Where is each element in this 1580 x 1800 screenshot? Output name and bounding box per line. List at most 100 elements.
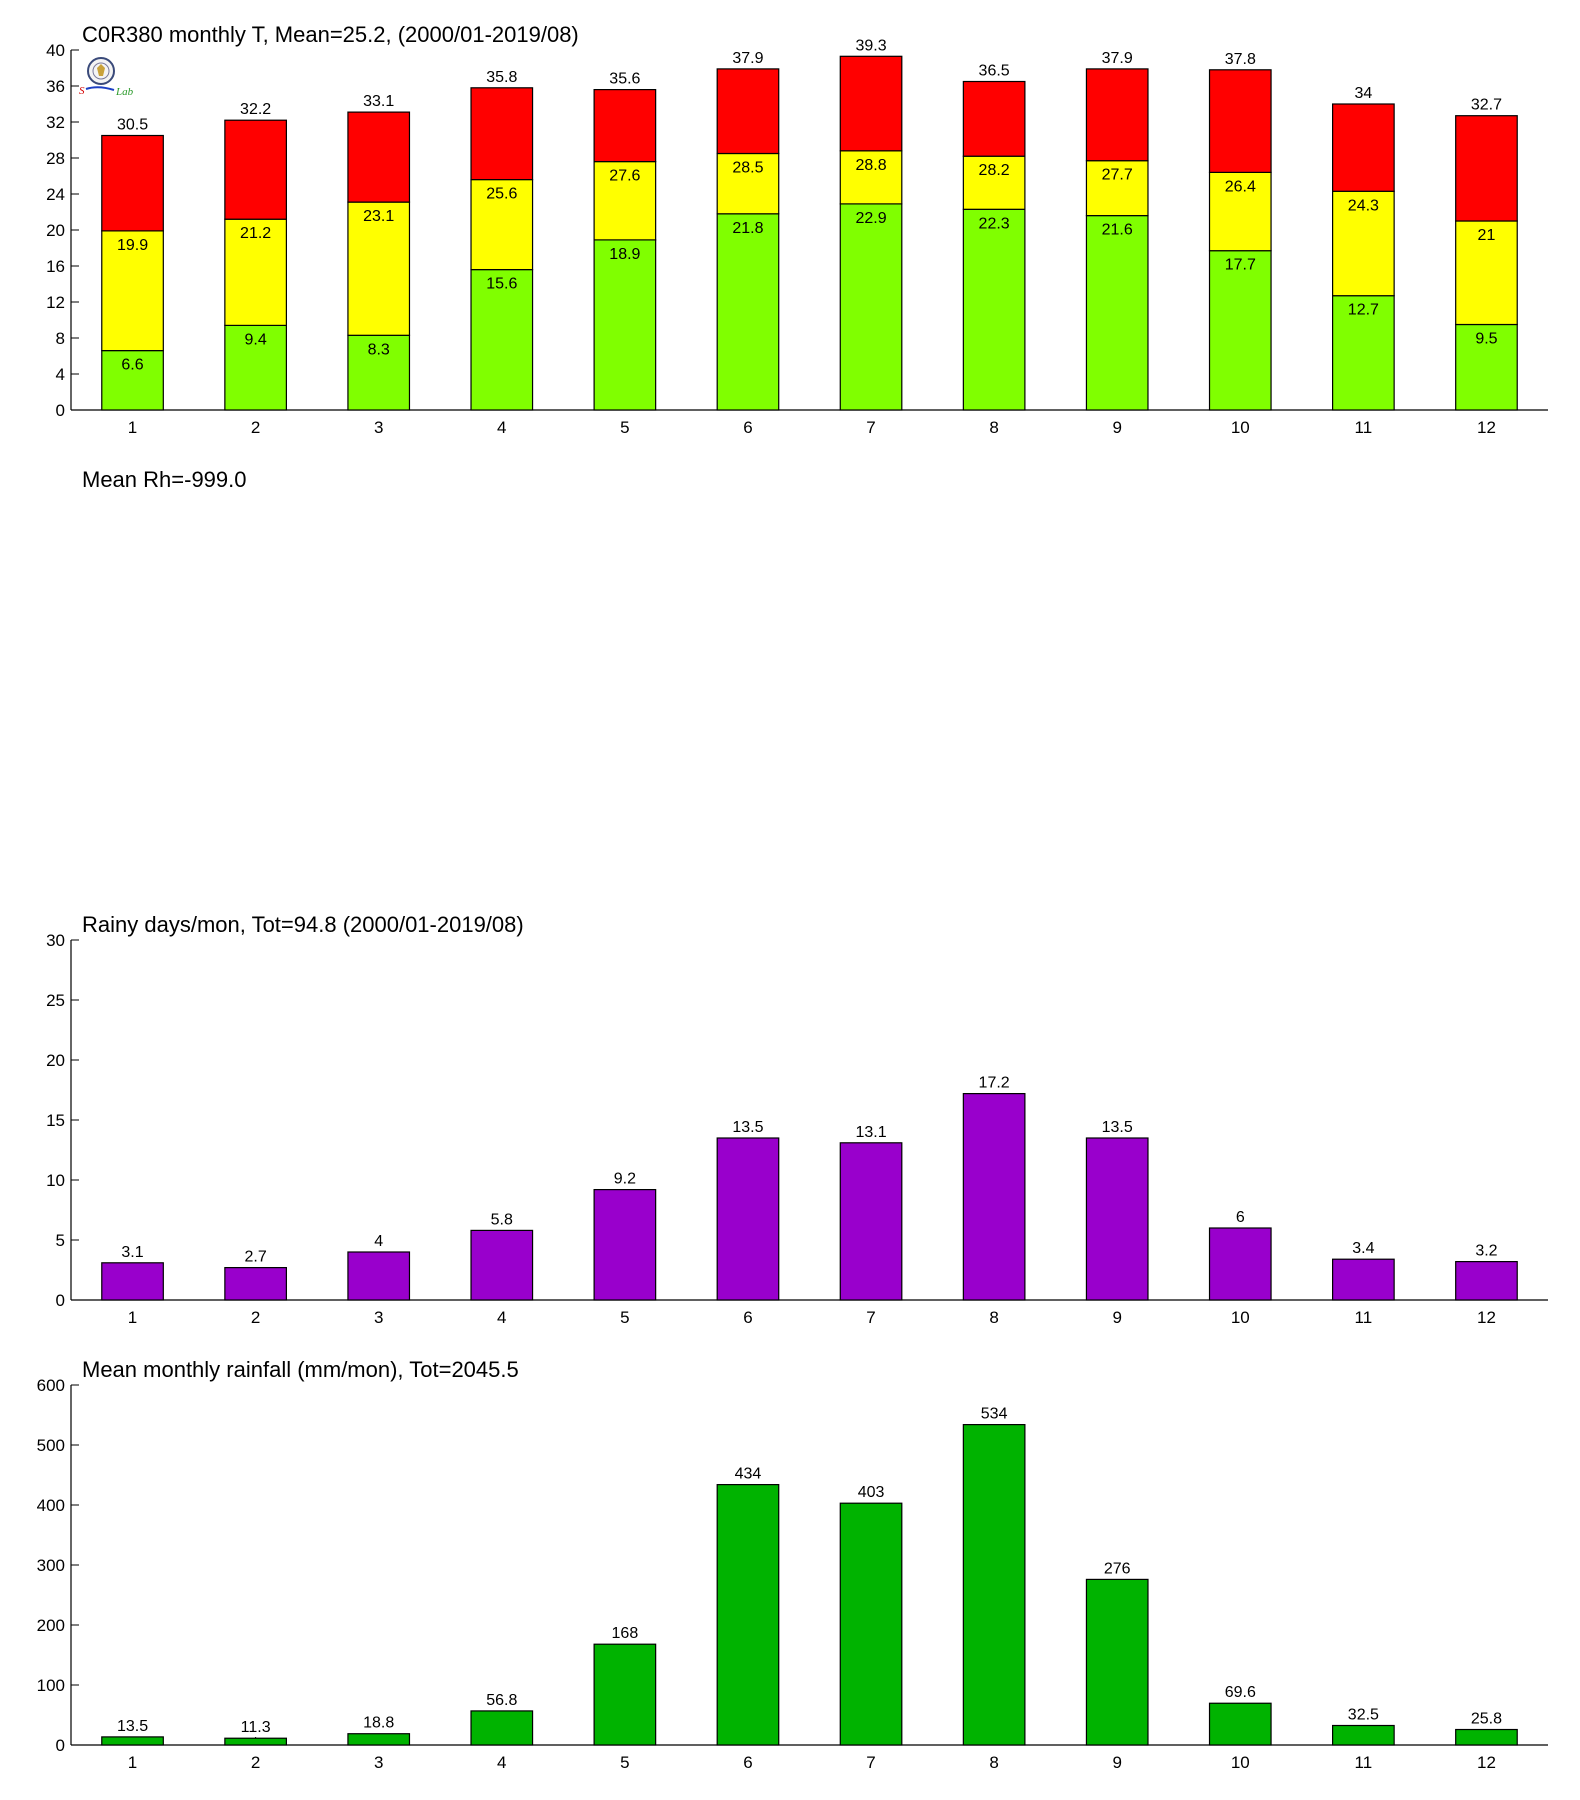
rainy_days-x-tick-label: 1 xyxy=(128,1308,137,1327)
rainfall-bar xyxy=(839,1502,903,1746)
rainy_days-y-tick-label: 30 xyxy=(46,931,65,950)
rainy_days-value-label: 13.5 xyxy=(732,1119,763,1136)
temp-mean-label: 19.9 xyxy=(117,237,148,254)
temp-min-label: 8.3 xyxy=(368,341,390,358)
temp-max-bar xyxy=(101,134,164,232)
rainy_days-y-tick-label: 10 xyxy=(46,1171,65,1190)
temp-max-label: 37.9 xyxy=(1102,50,1133,67)
rainfall-x-tick-label: 12 xyxy=(1477,1753,1496,1772)
temp-mean-label: 26.4 xyxy=(1225,178,1256,195)
rainy_days-value-label: 4 xyxy=(374,1233,383,1250)
temperature-x-tick-label: 3 xyxy=(374,418,383,437)
temperature-x-tick-label: 4 xyxy=(497,418,506,437)
temp-max-bar xyxy=(470,87,534,181)
rainy_days-y-tick-label: 25 xyxy=(46,991,65,1010)
temp-mean-bar xyxy=(716,152,780,215)
rainy_days-bar xyxy=(101,1262,164,1301)
rainfall-x-tick-label: 9 xyxy=(1112,1753,1121,1772)
rainy_days-bar xyxy=(716,1137,780,1301)
temp-max-label: 36.5 xyxy=(979,63,1010,80)
temp-max-label: 35.8 xyxy=(486,69,517,86)
rainfall-bar xyxy=(593,1643,657,1746)
temp-min-label: 9.5 xyxy=(1475,331,1497,348)
temp-min-label: 6.6 xyxy=(121,357,143,374)
rainfall-value-label: 32.5 xyxy=(1348,1707,1379,1724)
rainfall-value-label: 534 xyxy=(981,1406,1008,1423)
temp-mean-label: 21 xyxy=(1478,227,1496,244)
rainfall-bar xyxy=(470,1710,534,1746)
rainfall-value-label: 25.8 xyxy=(1471,1711,1502,1728)
rainfall-bar xyxy=(716,1483,780,1746)
temp-min-label: 12.7 xyxy=(1348,302,1379,319)
temp-min-bar xyxy=(593,239,657,411)
temp-max-label: 32.7 xyxy=(1471,97,1502,114)
temperature-x-tick-label: 12 xyxy=(1477,418,1496,437)
rainy_days-x-tick-label: 12 xyxy=(1477,1308,1496,1327)
rainy_days-value-label: 3.1 xyxy=(121,1244,143,1261)
temp-max-bar xyxy=(1455,115,1518,222)
rainfall-y-tick-label: 400 xyxy=(37,1496,65,1515)
rainfall-value-label: 18.8 xyxy=(363,1715,394,1732)
rainfall-x-tick-label: 5 xyxy=(620,1753,629,1772)
temp-mean-bar xyxy=(1208,171,1272,252)
rainy_days-value-label: 3.2 xyxy=(1475,1243,1497,1260)
temp-max-bar xyxy=(1208,69,1272,174)
temperature-x-tick-label: 11 xyxy=(1355,418,1373,437)
temp-min-bar xyxy=(716,213,780,411)
rainy_days-x-tick-label: 11 xyxy=(1355,1308,1373,1327)
rainfall-bar xyxy=(347,1733,411,1746)
temp-max-bar xyxy=(839,55,903,152)
temp-min-label: 18.9 xyxy=(609,246,640,263)
rainy_days-x-tick-label: 4 xyxy=(497,1308,506,1327)
temp-max-bar xyxy=(224,119,287,220)
rainfall-y-tick-label: 200 xyxy=(37,1616,65,1635)
rainy_days-value-label: 13.1 xyxy=(855,1124,886,1141)
temp-mean-label: 24.3 xyxy=(1348,197,1379,214)
temperature-y-tick-label: 40 xyxy=(46,41,65,60)
rainfall-chart-title: Mean monthly rainfall (mm/mon), Tot=2045… xyxy=(82,1357,519,1382)
rainy_days-y-tick-label: 20 xyxy=(46,1051,65,1070)
rainfall-y-tick-label: 300 xyxy=(37,1556,65,1575)
rainfall-x-tick-label: 1 xyxy=(128,1753,137,1772)
rainy_days-x-tick-label: 7 xyxy=(866,1308,875,1327)
temp-mean-label: 28.2 xyxy=(979,162,1010,179)
rainy_days-x-tick-label: 6 xyxy=(743,1308,752,1327)
temp-min-label: 22.3 xyxy=(979,215,1010,232)
rainfall-bar xyxy=(1455,1728,1518,1746)
weather-lab-seal-logo: S Lab xyxy=(78,56,136,102)
rainfall-bar xyxy=(1332,1724,1395,1746)
temp-max-label: 39.3 xyxy=(855,37,886,54)
temp-mean-bar xyxy=(1455,220,1518,326)
temp-mean-label: 28.8 xyxy=(855,157,886,174)
temp-mean-bar xyxy=(1332,190,1395,297)
rainy_days-bar xyxy=(839,1142,903,1301)
rainy_days-value-label: 13.5 xyxy=(1102,1119,1133,1136)
temp-mean-bar xyxy=(224,218,287,326)
rainy_days-y-tick-label: 5 xyxy=(56,1231,65,1250)
rainy_days-x-tick-label: 8 xyxy=(989,1308,998,1327)
temperature-y-tick-label: 28 xyxy=(46,149,65,168)
temp-max-label: 30.5 xyxy=(117,117,148,134)
rainfall-bar xyxy=(962,1423,1026,1746)
temp-max-bar xyxy=(716,68,780,155)
svg-text:S: S xyxy=(79,85,85,97)
temperature-chart-title: C0R380 monthly T, Mean=25.2, (2000/01-20… xyxy=(82,22,579,47)
temp-max-bar xyxy=(1085,68,1149,162)
rainy_days-bar xyxy=(1085,1137,1149,1301)
temp-max-label: 32.2 xyxy=(240,101,271,118)
temperature-y-tick-label: 32 xyxy=(46,113,65,132)
temp-max-label: 37.9 xyxy=(732,50,763,67)
rainfall-x-tick-label: 8 xyxy=(989,1753,998,1772)
temperature-x-tick-label: 1 xyxy=(128,418,137,437)
rainy_days-bar xyxy=(1208,1227,1272,1301)
temp-mean-label: 27.7 xyxy=(1102,167,1133,184)
temp-min-bar xyxy=(470,269,534,411)
rainfall-y-tick-label: 500 xyxy=(37,1436,65,1455)
rainfall-value-label: 69.6 xyxy=(1225,1684,1256,1701)
temp-min-label: 21.8 xyxy=(732,220,763,237)
rainfall-value-label: 56.8 xyxy=(486,1692,517,1709)
temp-min-bar xyxy=(1208,250,1272,411)
temp-min-label: 22.9 xyxy=(855,210,886,227)
rainfall-x-tick-label: 4 xyxy=(497,1753,506,1772)
